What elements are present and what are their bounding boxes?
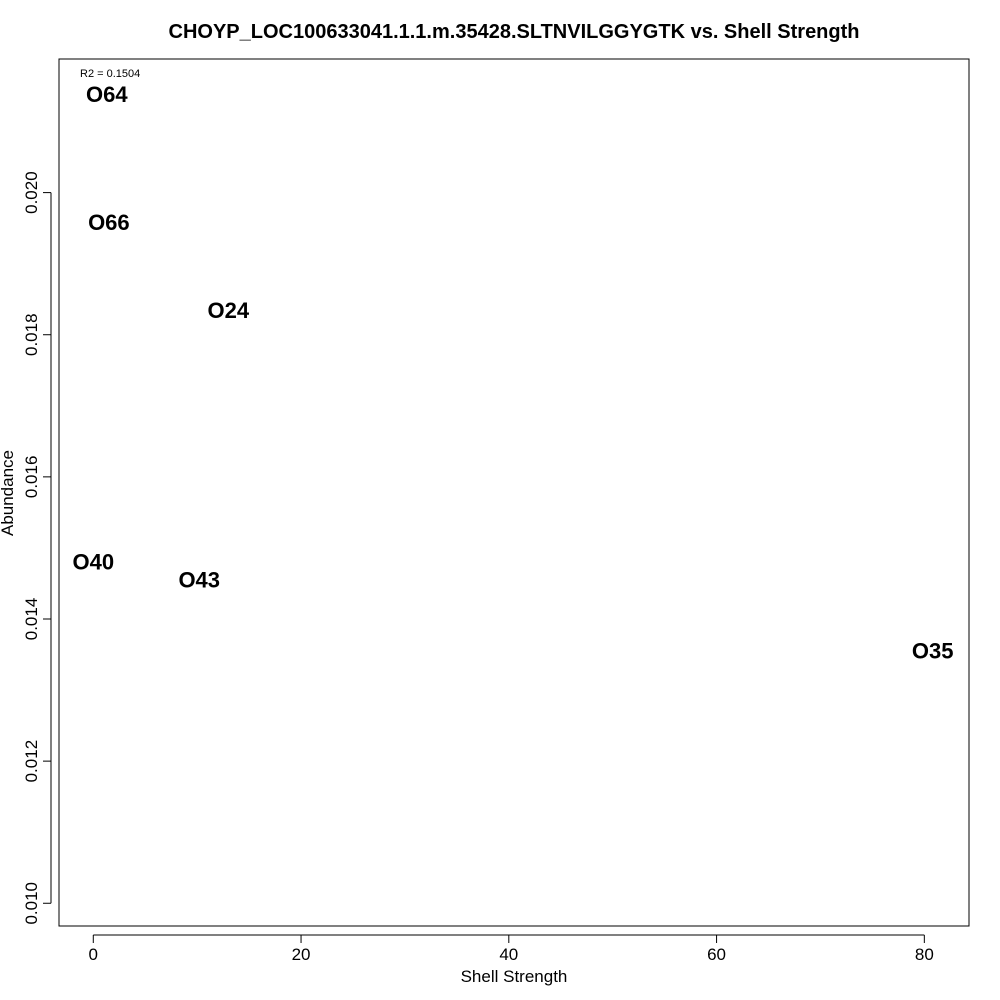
chart-title: CHOYP_LOC100633041.1.1.m.35428.SLTNVILGG… — [169, 21, 860, 43]
x-tick-label: 60 — [707, 945, 726, 964]
y-tick-label: 0.020 — [22, 171, 41, 214]
x-tick-label: 80 — [915, 945, 934, 964]
data-point-label: O24 — [208, 298, 250, 323]
x-axis-label: Shell Strength — [461, 967, 568, 986]
x-axis: 0 20 40 60 80 — [89, 934, 934, 964]
y-tick-label: 0.018 — [22, 313, 41, 356]
data-point-label: O40 — [72, 550, 114, 575]
x-tick-label: 0 — [89, 945, 98, 964]
data-points: O64 O66 O24 O40 O43 O35 — [72, 82, 953, 663]
data-point-label: O66 — [88, 210, 130, 235]
plot-frame — [58, 58, 970, 927]
y-tick-label: 0.012 — [22, 740, 41, 783]
x-tick-label: 40 — [499, 945, 518, 964]
y-tick-label: 0.016 — [22, 456, 41, 499]
data-point-label: O64 — [86, 82, 128, 107]
r2-annotation: R2 = 0.1504 — [80, 68, 140, 80]
y-axis-label: Abundance — [0, 450, 17, 536]
data-point-label: O43 — [178, 567, 220, 592]
y-axis: 0.010 0.012 0.014 0.016 0.018 0.020 — [22, 171, 52, 925]
y-tick-label: 0.010 — [22, 882, 41, 925]
data-point-label: O35 — [912, 638, 954, 663]
x-tick-label: 20 — [292, 945, 311, 964]
y-tick-label: 0.014 — [22, 598, 41, 641]
